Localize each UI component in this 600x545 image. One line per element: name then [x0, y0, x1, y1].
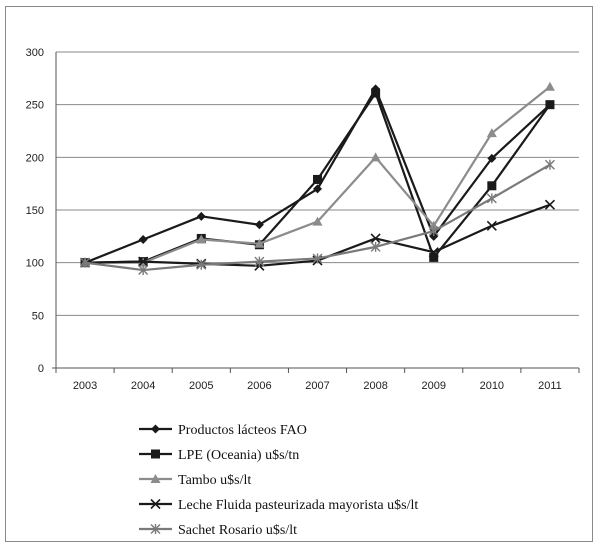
- square-marker: [371, 88, 381, 98]
- diamond-marker: [196, 211, 206, 221]
- x-marker-stroke: [370, 233, 381, 244]
- x-marker: [428, 247, 439, 258]
- triangle-marker: [312, 216, 323, 226]
- square-marker: [429, 252, 439, 262]
- legend-label: Tambo u$s/lt: [178, 473, 251, 488]
- square-marker: [487, 181, 497, 191]
- star-marker: [254, 256, 265, 267]
- x-tick-label: 2007: [305, 380, 329, 392]
- star-marker: [196, 259, 207, 270]
- triangle-marker: [150, 474, 161, 483]
- x-tick-label: 2008: [363, 380, 387, 392]
- x-tick-label: 2004: [131, 380, 155, 392]
- x-marker-stroke: [486, 220, 497, 231]
- square-marker: [313, 174, 322, 184]
- x-marker-stroke: [544, 199, 556, 210]
- x-tick-label: 2010: [480, 380, 504, 392]
- star-marker: [312, 253, 323, 264]
- legend-label: Sachet Rosario u$s/lt: [178, 523, 297, 538]
- y-tick-label: 50: [32, 310, 44, 322]
- diamond-marker: [151, 424, 160, 434]
- square-marker: [151, 449, 160, 459]
- legend-item: Leche Fluida pasteurizada mayorista u$s/…: [139, 498, 418, 513]
- star-marker: [486, 193, 497, 204]
- y-tick-label: 100: [26, 258, 44, 270]
- y-tick-label: 200: [26, 152, 44, 164]
- x-marker-stroke: [138, 256, 149, 267]
- x-tick-label: 2009: [421, 380, 445, 392]
- series-5: [80, 159, 555, 276]
- series-2: [80, 88, 555, 268]
- legend-item: LPE (Oceania) u$s/tn: [139, 448, 299, 463]
- triangle-marker: [370, 152, 381, 162]
- y-tick-label: 300: [26, 47, 44, 59]
- y-tick-label: 150: [26, 205, 44, 217]
- series-group: [79, 81, 556, 276]
- x-marker: [370, 233, 381, 244]
- x-marker: [150, 498, 161, 510]
- legend-item: Sachet Rosario u$s/lt: [139, 523, 297, 538]
- x-tick-label: 2011: [538, 380, 562, 392]
- triangle-marker: [196, 234, 207, 244]
- x-tick-label: 2003: [73, 380, 97, 392]
- x-tick-label: 2005: [189, 380, 213, 392]
- star-marker: [138, 265, 149, 276]
- triangle-marker: [254, 238, 265, 248]
- x-marker-stroke: [150, 498, 161, 510]
- star-marker: [370, 241, 381, 252]
- x-marker: [138, 256, 149, 267]
- x-marker: [544, 199, 556, 210]
- x-axis-ticks: 2003 2004 2005 2006 2007 2008 2009 2010 2011: [55, 368, 580, 392]
- x-marker: [486, 220, 497, 231]
- triangle-marker: [428, 220, 439, 230]
- legend-label: Leche Fluida pasteurizada mayorista u$s/…: [178, 498, 418, 513]
- legend-label: Productos lácteos FAO: [178, 423, 307, 438]
- legend-label: LPE (Oceania) u$s/tn: [178, 448, 299, 463]
- series-3: [80, 81, 555, 267]
- legend-item: Productos lácteos FAO: [139, 423, 307, 438]
- diamond-marker: [254, 220, 264, 230]
- chart-frame: 0 50 100 150 200 250 300 2003 2004 2005 2006 2007 2…: [5, 6, 593, 542]
- diamond-marker: [313, 184, 322, 194]
- legend: Productos lácteos FAO LPE (Oceania) u$s/t…: [139, 423, 418, 538]
- star-marker: [150, 524, 161, 534]
- x-tick-label: 2006: [247, 380, 271, 392]
- diamond-marker: [487, 153, 497, 163]
- star-marker: [544, 159, 555, 170]
- star-marker: [80, 257, 91, 268]
- x-marker-stroke: [428, 247, 439, 258]
- diamond-marker: [138, 234, 148, 244]
- square-marker: [545, 100, 555, 110]
- triangle-marker: [486, 128, 497, 138]
- y-axis-ticks: 0 50 100 150 200 250 300: [26, 47, 44, 375]
- star-marker: [428, 226, 439, 237]
- axes: [52, 52, 579, 369]
- legend-item: Tambo u$s/lt: [139, 473, 251, 488]
- y-tick-label: 250: [26, 100, 44, 112]
- y-tick-label: 0: [38, 363, 44, 375]
- triangle-marker: [544, 81, 555, 91]
